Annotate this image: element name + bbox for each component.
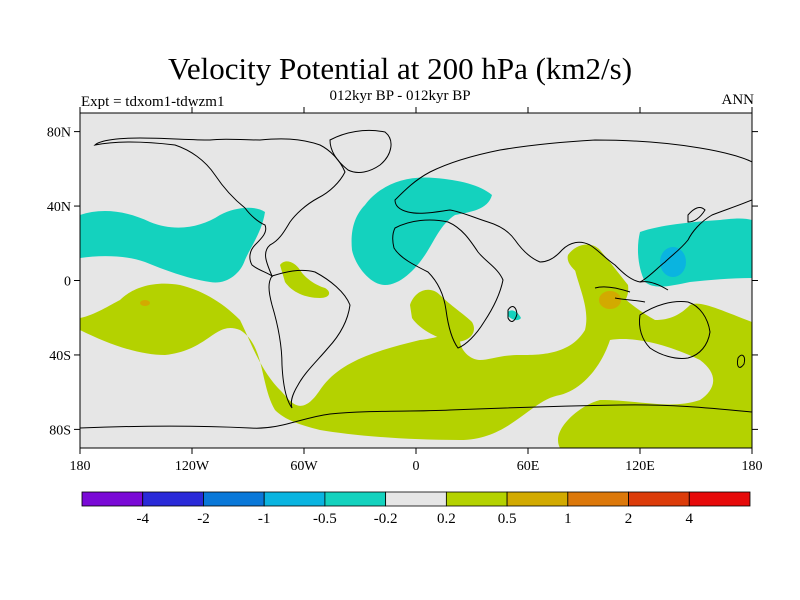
colorbar-swatch bbox=[567, 491, 629, 507]
positive-field-indian-ocean bbox=[567, 244, 629, 307]
colorbar-swatch bbox=[203, 491, 265, 507]
coast-indonesia bbox=[594, 281, 669, 303]
colorbar-labels: -4 -2 -1 -0.5 -0.2 0.2 0.5 1 2 4 bbox=[136, 511, 693, 527]
lon-tick-label: 0 bbox=[413, 459, 420, 474]
negative-core-west-pacific bbox=[660, 247, 686, 277]
positive-field-amazon bbox=[280, 261, 330, 298]
lon-tick-label: 120W bbox=[175, 459, 210, 474]
colorbar-label: -0.2 bbox=[374, 511, 398, 527]
positive-field-south-atlantic bbox=[410, 289, 475, 342]
coast-madagascar bbox=[507, 306, 518, 322]
coastlines bbox=[80, 129, 752, 429]
coast-north-america bbox=[93, 137, 346, 278]
negative-field-madagascar bbox=[508, 310, 521, 321]
colorbar-swatch bbox=[506, 491, 569, 507]
plot-title: Velocity Potential at 200 hPa (km2/s) bbox=[167, 51, 633, 86]
lon-tick-label: 120E bbox=[625, 459, 655, 474]
colorbar-label: 0.2 bbox=[437, 511, 456, 527]
colorbar-swatch bbox=[688, 491, 751, 507]
colorbar-label: 0.5 bbox=[498, 511, 517, 527]
colorbar-label: 4 bbox=[686, 511, 694, 527]
coast-new-zealand bbox=[737, 354, 745, 368]
lat-tick-label: 40S bbox=[49, 349, 71, 364]
latitude-axis: 80N 40N 0 40S 80S bbox=[47, 126, 758, 438]
positive-core-central-pacific bbox=[140, 300, 150, 306]
colorbar-swatch bbox=[142, 491, 204, 507]
lat-tick-label: 80S bbox=[49, 423, 71, 438]
colorbar-swatch bbox=[445, 491, 508, 507]
coast-africa bbox=[392, 219, 504, 349]
colorbar-swatch bbox=[385, 491, 447, 507]
plot-subtitle: 012kyr BP - 012kyr BP bbox=[329, 88, 471, 104]
colorbar-label: 2 bbox=[625, 511, 633, 527]
lat-tick-label: 40N bbox=[47, 200, 71, 215]
lon-tick-label: 180 bbox=[70, 459, 91, 474]
colorbar-swatch bbox=[81, 491, 144, 507]
coast-greenland bbox=[329, 129, 392, 173]
colorbar-label: 1 bbox=[564, 511, 572, 527]
colorbar-swatch bbox=[628, 491, 690, 507]
lon-tick-label: 180 bbox=[742, 459, 763, 474]
contour-fields bbox=[80, 129, 752, 448]
lat-tick-label: 0 bbox=[64, 275, 71, 290]
positive-core-maritime bbox=[599, 291, 621, 309]
lon-tick-label: 60W bbox=[290, 459, 318, 474]
colorbar-label: -4 bbox=[136, 511, 149, 527]
colorbar-label: -1 bbox=[258, 511, 271, 527]
positive-field-southern bbox=[80, 250, 752, 448]
negative-field-atlantic bbox=[351, 177, 492, 285]
colorbar-label: -2 bbox=[197, 511, 210, 527]
season-label: ANN bbox=[721, 92, 755, 108]
longitude-axis: 180 120W 60W 0 60E 120E 180 bbox=[70, 107, 763, 474]
colorbar-swatch bbox=[263, 491, 326, 507]
negative-field-north-pacific bbox=[80, 207, 265, 283]
coast-eurasia bbox=[394, 139, 752, 283]
coast-australia bbox=[639, 301, 711, 359]
coast-japan bbox=[687, 207, 706, 223]
experiment-label: Expt = tdxom1-tdwzm1 bbox=[81, 94, 225, 110]
colorbar bbox=[81, 491, 751, 507]
colorbar-swatch bbox=[324, 491, 387, 507]
lon-tick-label: 60E bbox=[517, 459, 540, 474]
colorbar-label: -0.5 bbox=[313, 511, 337, 527]
lat-tick-label: 80N bbox=[47, 126, 71, 141]
coast-antarctica bbox=[80, 404, 752, 429]
coast-south-america bbox=[268, 269, 351, 409]
